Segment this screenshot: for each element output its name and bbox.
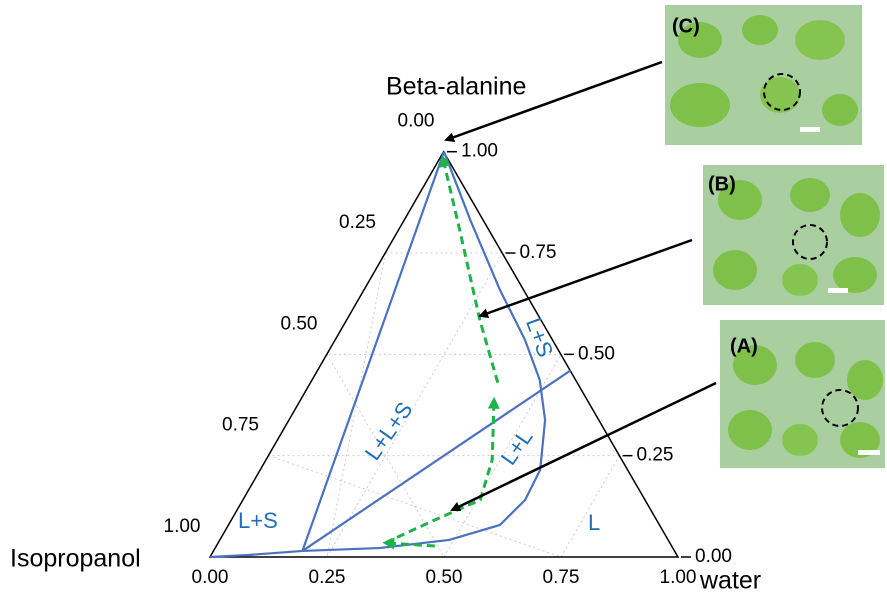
evaporation-path — [439, 154, 500, 384]
evaporation-path — [382, 537, 435, 550]
ticks: 0.00 0.25 0.50 0.75 1.000.000.250.500.751.00… — [164, 111, 732, 588]
right-tick-label: 0.25 — [637, 445, 674, 466]
bottom-tick-label: 0.50 — [426, 567, 463, 588]
left-tick-label: 0.50 — [281, 313, 318, 334]
right-axis-title: water — [699, 567, 761, 595]
evaporation-path — [384, 396, 500, 545]
curves — [209, 151, 571, 559]
triangle-frame — [208, 150, 680, 558]
left-tick-label: 0.00 — [398, 111, 435, 132]
grid-line — [326, 252, 386, 558]
micrograph: (C) — [665, 5, 862, 145]
left-tick-label: 0.25 — [339, 212, 376, 233]
right-tick-label: 0.50 — [578, 343, 615, 364]
pointer-arrow — [444, 60, 663, 142]
right-tick-label: 0.00 — [695, 546, 732, 567]
grid-line — [268, 455, 562, 558]
bottom-tick-label: 0.75 — [543, 567, 580, 588]
region-label: L+L — [496, 425, 538, 470]
phase-boundary — [301, 369, 571, 552]
right-tick-label: 0.75 — [520, 242, 557, 263]
region-label: L+S — [521, 314, 558, 360]
region-label: L+S — [238, 508, 278, 533]
micrograph: (B) — [703, 165, 884, 305]
pointer-arrow — [478, 238, 693, 319]
grid-line — [326, 252, 503, 558]
top-axis-title: Beta-alanine — [386, 73, 526, 101]
micrograph: (A) — [720, 320, 885, 468]
bottom-tick-label: 0.00 — [192, 567, 229, 588]
panel-label: (B) — [708, 173, 736, 195]
panel-label: (A) — [730, 335, 758, 357]
phase-boundary — [301, 151, 446, 552]
right-tick-label: 1.00 — [461, 141, 498, 162]
pointer-arrow — [450, 381, 717, 512]
phase-boundary — [209, 151, 547, 559]
grid — [268, 252, 620, 558]
bottom-tick-label: 1.00 — [660, 567, 697, 588]
panel-label: (C) — [672, 15, 700, 37]
left-tick-label: 0.75 — [222, 415, 259, 436]
grid-line — [560, 455, 620, 558]
region-label: L — [588, 510, 600, 535]
bottom-tick-label: 0.25 — [309, 567, 346, 588]
left-tick-label: 1.00 — [164, 516, 201, 537]
left-axis-title: Isopropanol — [10, 545, 141, 573]
region-label: L+L+S — [360, 397, 418, 464]
